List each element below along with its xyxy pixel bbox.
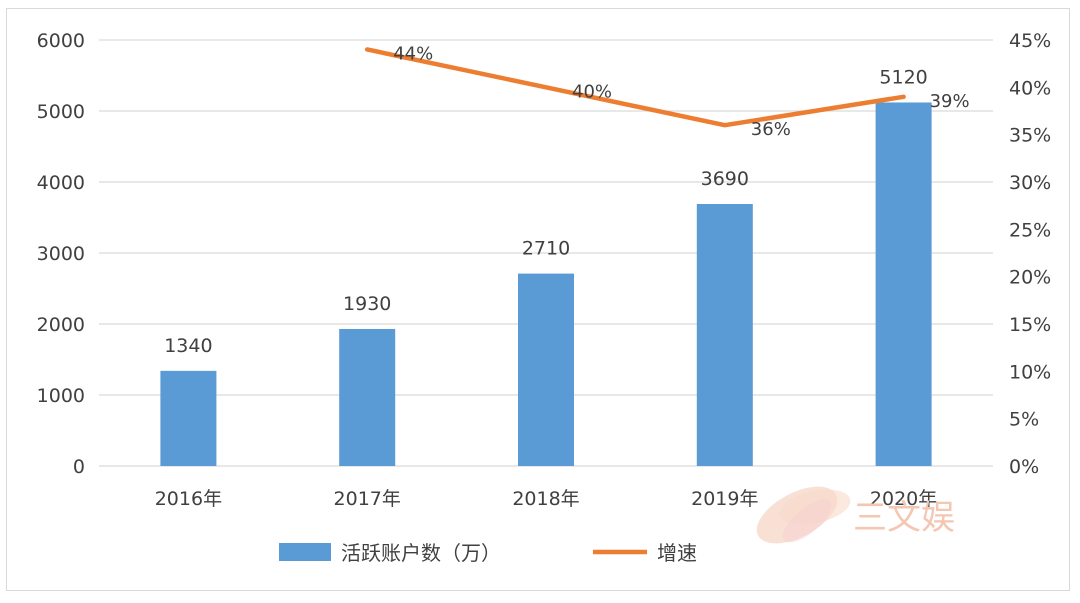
y-right-tick-label: 20% — [1009, 267, 1051, 289]
y-left-tick-label: 4000 — [37, 172, 85, 194]
x-tick-label: 2016年 — [155, 488, 222, 510]
x-tick-label: 2017年 — [334, 488, 401, 510]
line-data-label: 40% — [572, 81, 612, 102]
x-tick-label: 2019年 — [691, 488, 758, 510]
y-right-tick-label: 35% — [1009, 125, 1051, 147]
line-data-label: 39% — [930, 91, 970, 112]
watermark-text: 三文娱 — [853, 498, 955, 538]
y-right-tick-label: 40% — [1009, 77, 1051, 99]
y-right-tick-label: 45% — [1009, 30, 1051, 52]
bar — [160, 370, 217, 466]
watermark: 三文娱 — [756, 486, 955, 544]
legend-bar-label: 活跃账户数（万） — [341, 541, 501, 565]
y-left-tick-label: 2000 — [37, 314, 85, 336]
bar — [875, 102, 932, 466]
line-data-label: 44% — [393, 43, 433, 64]
x-tick-label: 2020年 — [870, 488, 937, 510]
bar — [339, 328, 396, 466]
bar-data-label: 5120 — [879, 66, 927, 88]
y-left-tick-label: 3000 — [37, 243, 85, 265]
y-left-tick-label: 5000 — [37, 101, 85, 123]
bar — [696, 204, 753, 466]
bar-data-label: 3690 — [701, 168, 749, 190]
combo-chart: 1340 1930 2710 3690 5120 44% 40% 36% 39% 0 1000 20… — [37, 30, 1052, 565]
legend: 活跃账户数（万） 增速 — [279, 541, 697, 565]
y-left-tick-label: 0 — [73, 456, 85, 478]
x-tick-label: 2018年 — [512, 488, 579, 510]
y-right-tick-label: 25% — [1009, 219, 1051, 241]
y-left-tick-label: 1000 — [37, 385, 85, 407]
legend-bar-swatch — [279, 543, 331, 561]
y-right-tick-label: 30% — [1009, 172, 1051, 194]
legend-line-label: 增速 — [657, 541, 697, 565]
bar — [518, 273, 574, 466]
chart-frame: 1340 1930 2710 3690 5120 44% 40% 36% 39% 0 1000 20… — [6, 8, 1070, 591]
y-right-tick-label: 10% — [1009, 361, 1051, 383]
watermark-logo-petal — [782, 499, 832, 543]
bar-data-label: 1930 — [343, 293, 391, 315]
y-left-tick-label: 6000 — [37, 30, 85, 52]
line-series — [364, 47, 906, 128]
y-right-tick-label: 5% — [1009, 409, 1039, 431]
bar-data-label: 2710 — [522, 238, 570, 260]
axes: 0 1000 2000 3000 4000 5000 6000 0% 5% 10% 15% 20% 25… — [37, 30, 1052, 510]
growth-line — [364, 47, 906, 128]
data-labels: 1340 1930 2710 3690 5120 44% 40% 36% 39% — [164, 43, 969, 356]
bar-series — [160, 102, 932, 466]
line-data-label: 36% — [751, 119, 791, 140]
bar-data-label: 1340 — [164, 335, 212, 357]
y-right-tick-label: 15% — [1009, 314, 1051, 336]
y-right-tick-label: 0% — [1009, 456, 1039, 478]
